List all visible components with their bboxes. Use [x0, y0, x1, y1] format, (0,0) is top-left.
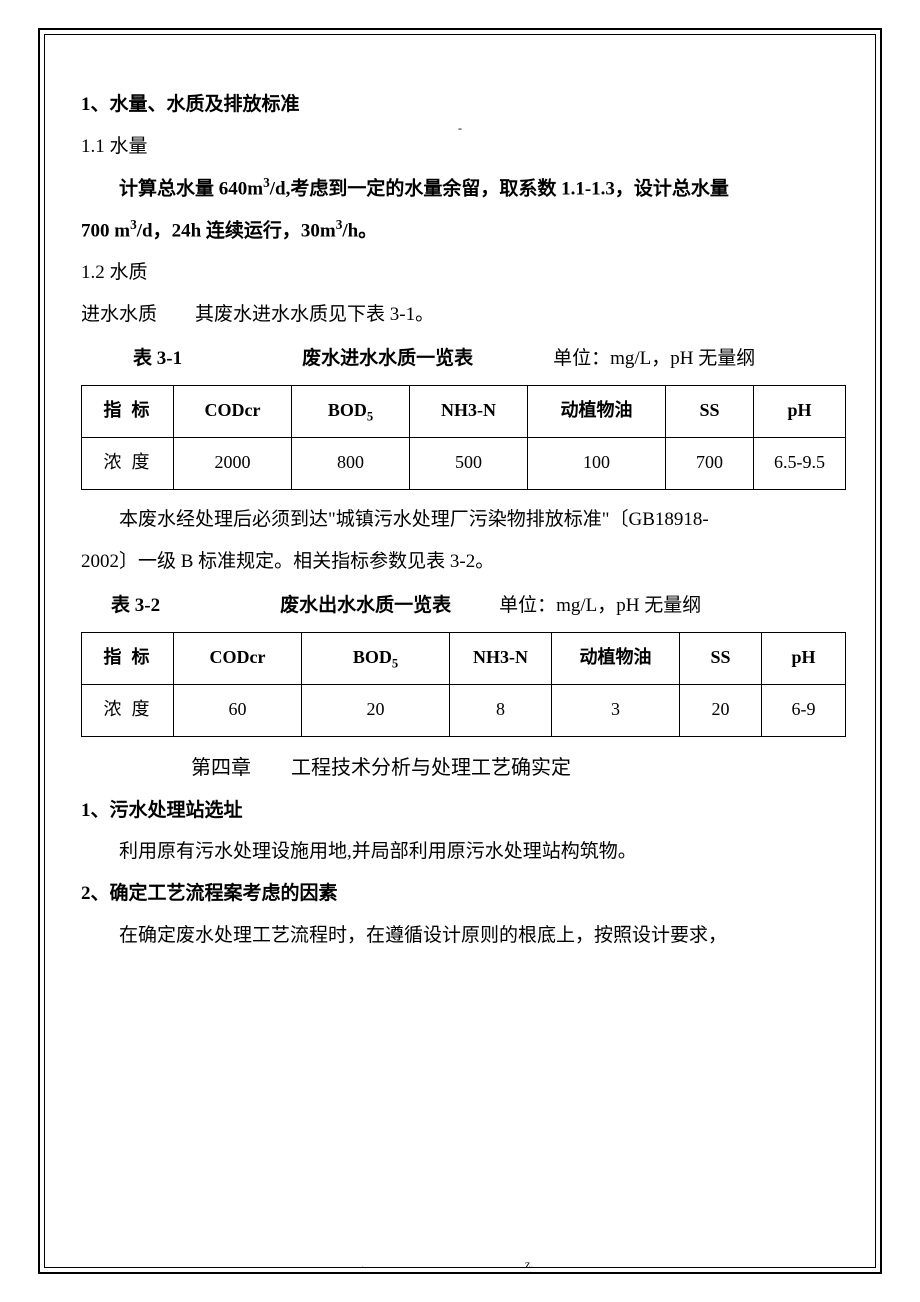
table-row: 浓度 2000 800 500 100 700 6.5-9.5 — [82, 437, 846, 489]
th-bod5: BOD5 — [302, 632, 450, 684]
table-unit: 单位：mg/L，pH 无量纲 — [499, 586, 701, 626]
table-row: 指标 CODcr BOD5 NH3-N 动植物油 SS pH — [82, 632, 846, 684]
td-value: 500 — [410, 437, 528, 489]
text: /h。 — [342, 220, 377, 241]
th-bod5: BOD5 — [292, 385, 410, 437]
td-value: 6-9 — [762, 684, 846, 736]
table-unit: 单位：mg/L，pH 无量纲 — [553, 339, 755, 379]
heading-4-2: 2、确定工艺流程案考虑的因素 — [81, 874, 839, 914]
th-ph: pH — [754, 385, 846, 437]
table-3-2: 指标 CODcr BOD5 NH3-N 动植物油 SS pH 浓度 60 20 … — [81, 632, 846, 737]
superscript-3: 3 — [263, 175, 270, 190]
table-row: 指标 CODcr BOD5 NH3-N 动植物油 SS pH — [82, 385, 846, 437]
th-codcr: CODcr — [174, 632, 302, 684]
text: 700 m — [81, 220, 130, 241]
superscript-3: 3 — [130, 217, 137, 232]
td-value: 20 — [680, 684, 762, 736]
heading-1-2: 1.2 水质 — [81, 253, 839, 293]
subscript-5: 5 — [367, 410, 373, 424]
table-number: 表 3-1 — [133, 339, 182, 379]
td-label: 浓度 — [82, 437, 174, 489]
th-nh3n: NH3-N — [410, 385, 528, 437]
th-codcr: CODcr — [174, 385, 292, 437]
td-value: 8 — [450, 684, 552, 736]
para-water-qty-2: 700 m3/d，24h 连续运行，30m3/h。 — [81, 211, 839, 251]
th-indicator: 指标 — [82, 632, 174, 684]
td-value: 60 — [174, 684, 302, 736]
text: 计算总水量 640m — [119, 178, 263, 199]
th-indicator: 指标 — [82, 385, 174, 437]
table-3-2-caption: 表 3-2 废水出水水质一览表 单位：mg/L，pH 无量纲 — [81, 586, 839, 626]
th-oil: 动植物油 — [552, 632, 680, 684]
text: /d，24h 连续运行，30m — [137, 220, 336, 241]
chapter-4-title: 第四章 工程技术分析与处理工艺确实定 — [81, 747, 839, 789]
footer-dot: . — [361, 1257, 364, 1272]
header-dash: - — [458, 121, 462, 136]
para-standard-2: 2002〕一级 B 标准规定。相关指标参数见表 3-2。 — [81, 542, 839, 582]
table-number: 表 3-2 — [111, 586, 160, 626]
td-value: 800 — [292, 437, 410, 489]
subscript-5: 5 — [392, 657, 398, 671]
td-value: 3 — [552, 684, 680, 736]
para-standard-1: 本废水经处理后必须到达"城镇污水处理厂污染物排放标准"〔GB18918- — [81, 500, 839, 540]
para-4-1: 利用原有污水处理设施用地,并局部利用原污水处理站构筑物。 — [81, 832, 839, 872]
table-title: 废水出水水质一览表 — [280, 586, 451, 626]
table-3-1: 指标 CODcr BOD5 NH3-N 动植物油 SS pH 浓度 2000 8… — [81, 385, 846, 490]
text: BOD — [353, 647, 392, 667]
heading-1: 1、水量、水质及排放标准 — [81, 85, 839, 125]
th-oil: 动植物油 — [528, 385, 666, 437]
table-row: 浓度 60 20 8 3 20 6-9 — [82, 684, 846, 736]
td-value: 20 — [302, 684, 450, 736]
para-4-2: 在确定废水处理工艺流程时，在遵循设计原则的根底上，按照设计要求， — [81, 916, 839, 956]
para-influent: 进水水质 其废水进水水质见下表 3-1。 — [81, 295, 839, 335]
td-value: 700 — [666, 437, 754, 489]
th-nh3n: NH3-N — [450, 632, 552, 684]
td-value: 100 — [528, 437, 666, 489]
table-title: 废水进水水质一览表 — [302, 339, 473, 379]
document-body: 1、水量、水质及排放标准 1.1 水量 计算总水量 640m3/d,考虑到一定的… — [81, 85, 839, 956]
th-ph: pH — [762, 632, 846, 684]
text: BOD — [328, 400, 367, 420]
para-water-qty: 计算总水量 640m3/d,考虑到一定的水量余留，取系数 1.1-1.3，设计总… — [81, 169, 839, 209]
text: /d,考虑到一定的水量余留，取系数 1.1-1.3，设计总水量 — [270, 178, 729, 199]
td-value: 2000 — [174, 437, 292, 489]
heading-4-1: 1、污水处理站选址 — [81, 791, 839, 831]
td-label: 浓度 — [82, 684, 174, 736]
th-ss: SS — [680, 632, 762, 684]
footer-z: z. — [525, 1257, 533, 1272]
page-inner-border: - 1、水量、水质及排放标准 1.1 水量 计算总水量 640m3/d,考虑到一… — [44, 34, 876, 1268]
table-3-1-caption: 表 3-1 废水进水水质一览表 单位：mg/L，pH 无量纲 — [81, 339, 839, 379]
td-value: 6.5-9.5 — [754, 437, 846, 489]
th-ss: SS — [666, 385, 754, 437]
